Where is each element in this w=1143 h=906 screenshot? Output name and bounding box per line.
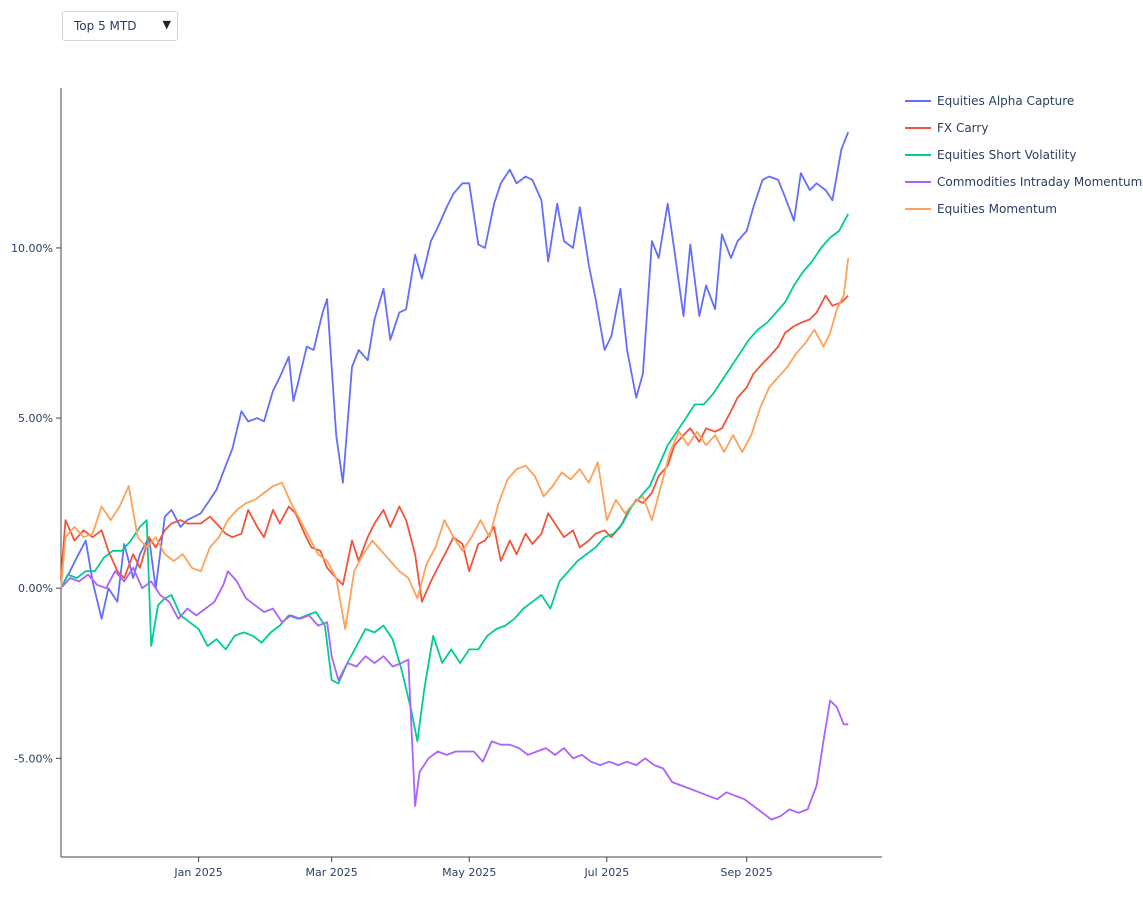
legend-label: Equities Short Volatility xyxy=(937,148,1076,162)
y-tick-label: 0.00% xyxy=(18,582,53,595)
legend-item-equities-short-volatility[interactable]: Equities Short Volatility xyxy=(905,148,1076,162)
legend-label: Equities Momentum xyxy=(937,202,1057,216)
series-line-commodities-intraday-momentum xyxy=(60,566,849,821)
x-tick-label: Mar 2025 xyxy=(306,866,358,879)
chart-axes: 10.00% 5.00% 0.00% -5.00% Jan 2025 Mar 2025 Ma… xyxy=(11,88,882,879)
series-layer xyxy=(60,131,850,821)
series-line-equities-short-volatility xyxy=(60,213,849,743)
legend-item-commodities-intraday-momentum[interactable]: Commodities Intraday Momentum xyxy=(905,175,1142,189)
x-tick-label: Jan 2025 xyxy=(173,866,222,879)
y-tick-label: 5.00% xyxy=(18,412,53,425)
x-tick-label: Jul 2025 xyxy=(583,866,629,879)
x-tick-label: Sep 2025 xyxy=(721,866,773,879)
legend-label: FX Carry xyxy=(937,121,988,135)
chevron-down-icon: ▼ xyxy=(162,18,171,31)
chart-legend: Equities Alpha Capture FX Carry Equities S… xyxy=(905,94,1142,216)
legend-item-fx-carry[interactable]: FX Carry xyxy=(905,121,988,135)
x-tick-label: May 2025 xyxy=(442,866,496,879)
legend-item-equities-momentum[interactable]: Equities Momentum xyxy=(905,202,1057,216)
y-tick-label: 10.00% xyxy=(11,242,53,255)
series-line-equities-momentum xyxy=(60,257,850,630)
series-line-equities-alpha-capture xyxy=(60,131,850,620)
y-tick-label: -5.00% xyxy=(14,752,53,765)
legend-label: Commodities Intraday Momentum xyxy=(937,175,1142,189)
dropdown-selected-label: Top 5 MTD xyxy=(74,19,137,33)
top5-dropdown[interactable]: Top 5 MTD ▼ xyxy=(62,11,178,41)
legend-item-equities-alpha-capture[interactable]: Equities Alpha Capture xyxy=(905,94,1074,108)
series-line-fx-carry xyxy=(60,294,849,603)
legend-label: Equities Alpha Capture xyxy=(937,94,1074,108)
